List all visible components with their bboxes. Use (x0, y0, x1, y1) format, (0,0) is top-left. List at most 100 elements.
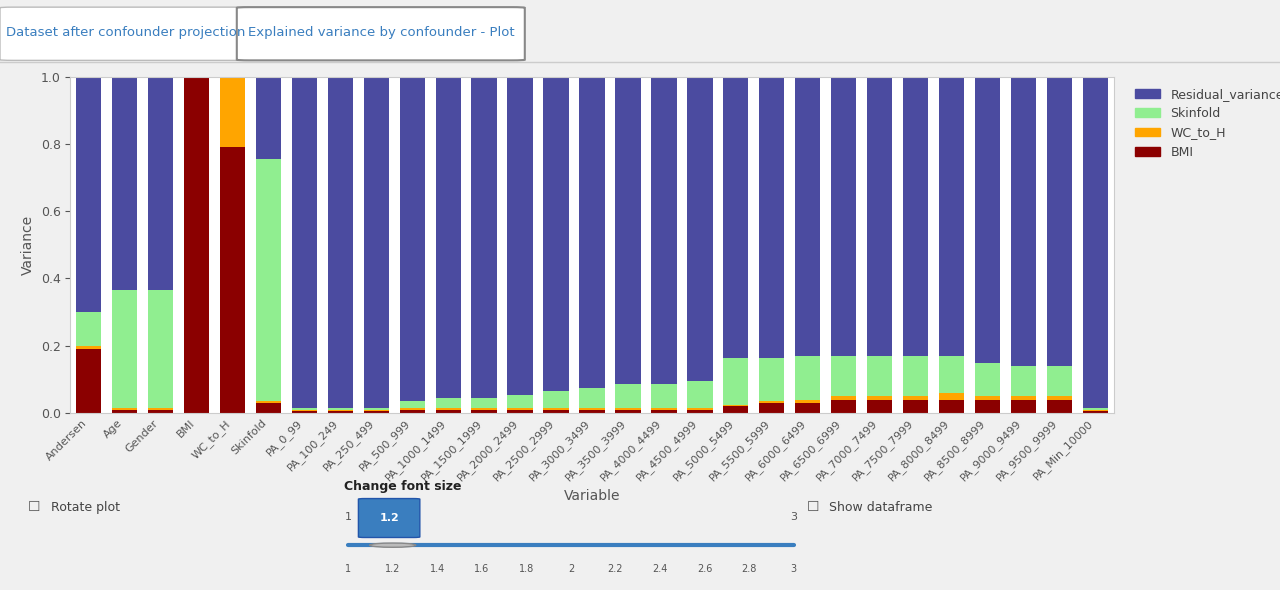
Bar (435, 77, 461, 398)
Bar (1083, 409, 1108, 411)
Bar (292, 409, 317, 411)
Bar (940, 356, 964, 393)
Bar (616, 385, 640, 408)
Bar (76, 312, 101, 346)
Bar (471, 408, 497, 409)
Bar (292, 77, 317, 408)
Bar (687, 77, 713, 381)
Bar (904, 399, 928, 413)
Text: Rotate plot: Rotate plot (51, 501, 120, 514)
Bar (292, 411, 317, 413)
Bar (76, 346, 101, 349)
Bar (616, 409, 640, 413)
Bar (399, 408, 425, 409)
Bar (1047, 366, 1073, 396)
Text: 1.2: 1.2 (385, 564, 401, 573)
Bar (364, 408, 389, 409)
Text: 2.6: 2.6 (696, 564, 712, 573)
Bar (111, 290, 137, 408)
Bar (507, 408, 532, 409)
Bar (687, 408, 713, 409)
Text: 1.2: 1.2 (379, 513, 399, 523)
Bar (220, 77, 244, 148)
FancyBboxPatch shape (237, 7, 525, 60)
FancyBboxPatch shape (358, 499, 420, 537)
Bar (723, 358, 749, 405)
Bar (904, 396, 928, 399)
Bar (904, 356, 928, 396)
Text: 2: 2 (568, 564, 573, 573)
Bar (867, 396, 892, 399)
Bar (1047, 396, 1073, 399)
Bar (652, 77, 677, 385)
Text: Change font size: Change font size (344, 480, 462, 493)
Bar (399, 409, 425, 413)
Bar (580, 388, 604, 408)
Bar (364, 409, 389, 411)
Bar (723, 405, 749, 407)
Circle shape (370, 543, 416, 548)
Bar (867, 356, 892, 396)
Bar (975, 362, 1000, 396)
X-axis label: Variable: Variable (563, 489, 621, 503)
Bar (975, 399, 1000, 413)
Text: Dataset after confounder projection: Dataset after confounder projection (6, 26, 246, 39)
Bar (76, 77, 101, 312)
Bar (795, 356, 820, 399)
Text: 2.8: 2.8 (741, 564, 756, 573)
Bar (399, 77, 425, 401)
Y-axis label: Variance: Variance (22, 215, 35, 275)
Bar (256, 401, 280, 403)
Bar (220, 148, 244, 413)
Text: ☐: ☐ (806, 500, 819, 514)
Bar (507, 395, 532, 408)
Text: 1: 1 (346, 564, 351, 573)
Bar (580, 77, 604, 388)
Bar (1011, 399, 1037, 413)
Bar (652, 409, 677, 413)
Bar (795, 399, 820, 403)
Bar (1011, 77, 1037, 366)
Bar (831, 77, 856, 356)
Bar (471, 409, 497, 413)
Bar (435, 409, 461, 413)
Bar (364, 411, 389, 413)
Bar (544, 409, 568, 413)
Bar (544, 408, 568, 409)
Bar (616, 408, 640, 409)
Bar (399, 401, 425, 408)
Bar (471, 398, 497, 408)
Bar (687, 409, 713, 413)
Bar (507, 77, 532, 395)
Bar (507, 409, 532, 413)
Text: ☐: ☐ (28, 500, 41, 514)
FancyBboxPatch shape (0, 7, 250, 60)
Bar (256, 159, 280, 401)
Text: 1.8: 1.8 (518, 564, 534, 573)
Bar (975, 396, 1000, 399)
Bar (687, 381, 713, 408)
Bar (652, 385, 677, 408)
Bar (1047, 77, 1073, 366)
Bar (435, 408, 461, 409)
Bar (1083, 411, 1108, 413)
Text: 3: 3 (790, 512, 797, 522)
Bar (147, 290, 173, 408)
Bar (652, 408, 677, 409)
Bar (867, 77, 892, 356)
Bar (544, 77, 568, 391)
Text: 3: 3 (791, 564, 796, 573)
Bar (76, 349, 101, 413)
Bar (723, 407, 749, 413)
Bar (1083, 408, 1108, 409)
Bar (831, 396, 856, 399)
Bar (580, 408, 604, 409)
Bar (364, 77, 389, 408)
Bar (435, 398, 461, 408)
Bar (723, 77, 749, 358)
Bar (256, 77, 280, 159)
Bar (256, 403, 280, 413)
Bar (111, 77, 137, 290)
Text: 1.6: 1.6 (474, 564, 489, 573)
Bar (328, 411, 353, 413)
